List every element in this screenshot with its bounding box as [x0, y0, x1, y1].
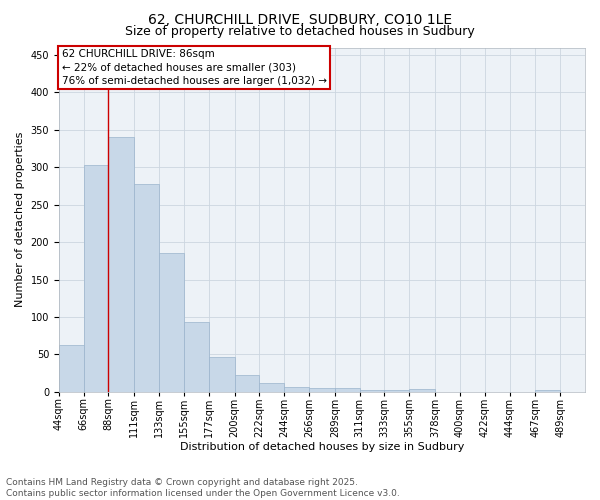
Bar [284, 386, 309, 392]
Text: 62, CHURCHILL DRIVE, SUDBURY, CO10 1LE: 62, CHURCHILL DRIVE, SUDBURY, CO10 1LE [148, 12, 452, 26]
Text: Size of property relative to detached houses in Sudbury: Size of property relative to detached ho… [125, 25, 475, 38]
Bar [83, 165, 109, 392]
Bar [209, 358, 235, 392]
Bar [159, 254, 184, 392]
Y-axis label: Number of detached properties: Number of detached properties [15, 132, 25, 308]
Bar [385, 390, 409, 392]
Text: Contains HM Land Registry data © Crown copyright and database right 2025.
Contai: Contains HM Land Registry data © Crown c… [6, 478, 400, 498]
Bar [59, 346, 83, 392]
Bar [535, 390, 560, 392]
Bar [235, 376, 259, 392]
Bar [134, 184, 159, 392]
Bar [359, 390, 385, 392]
Text: 62 CHURCHILL DRIVE: 86sqm
← 22% of detached houses are smaller (303)
76% of semi: 62 CHURCHILL DRIVE: 86sqm ← 22% of detac… [62, 49, 326, 86]
X-axis label: Distribution of detached houses by size in Sudbury: Distribution of detached houses by size … [180, 442, 464, 452]
Bar [309, 388, 335, 392]
Bar [335, 388, 359, 392]
Bar [259, 383, 284, 392]
Bar [409, 389, 435, 392]
Bar [109, 138, 134, 392]
Bar [184, 322, 209, 392]
